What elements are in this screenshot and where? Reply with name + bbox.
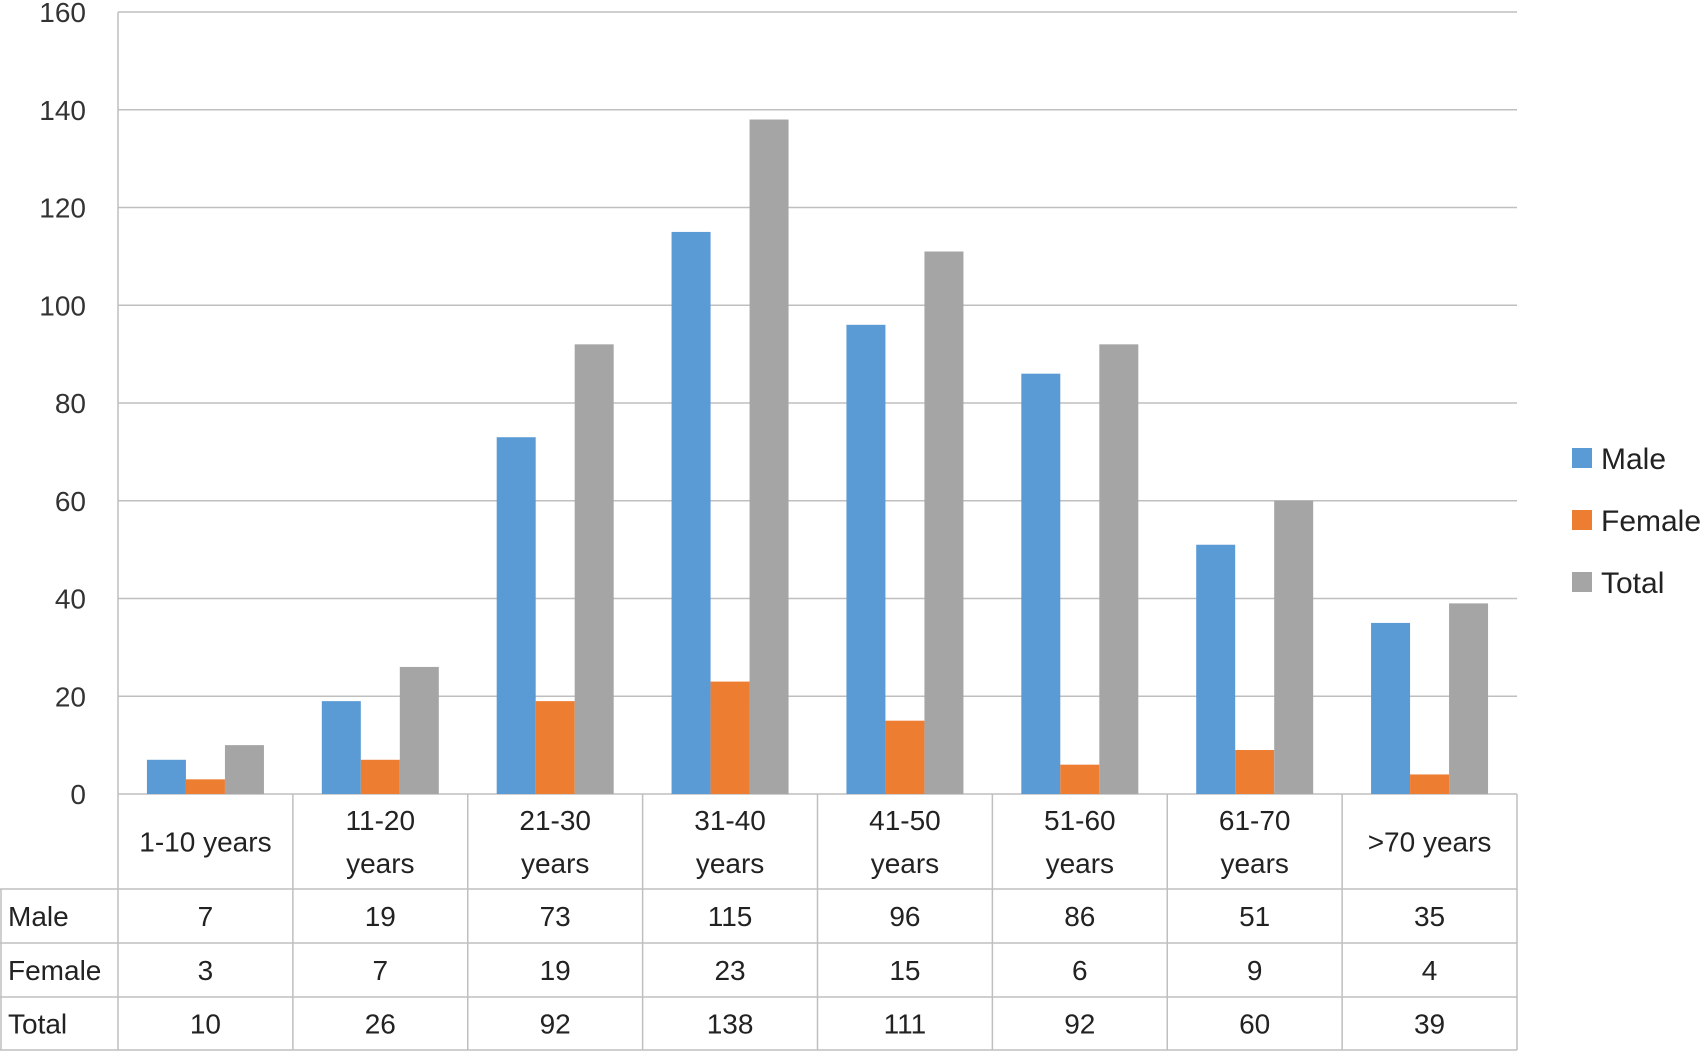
table-cell-value: 23 [714,955,745,986]
bar-male [321,701,361,794]
bar-male [496,437,536,794]
data-table: 1-10 years 11-20 years 21-30 years 31-40 years… [0,794,1518,1051]
bars [146,119,1489,795]
table-cell-value: 9 [1247,955,1263,986]
bar-male [1196,544,1236,794]
category-label: >70 years [1368,827,1492,858]
table-cell-value: 26 [365,1009,396,1040]
table-cell-value: 6 [1072,955,1088,986]
table-cell-value: 35 [1414,901,1445,932]
bar-male [1371,622,1411,794]
legend-swatch-total [1572,572,1592,592]
table-cell-value: 51 [1239,901,1270,932]
category-label: 61-70 [1219,805,1291,836]
bar-female [1235,750,1275,794]
category-label: 21-30 [519,805,591,836]
y-tick-label: 80 [55,388,86,419]
bar-total [1099,344,1139,794]
y-tick-label: 160 [39,0,86,28]
y-tick-label: 60 [55,486,86,517]
y-axis: 0 20 40 60 80 100 120 140 160 [39,0,119,810]
table-cell-value: 10 [190,1009,221,1040]
bar-female [1410,774,1450,794]
category-label: years [521,848,589,879]
y-tick-label: 100 [39,290,86,321]
table-cell-value: 4 [1422,955,1438,986]
category-label: years [1220,848,1288,879]
table-cell-value: 115 [708,901,753,932]
gridlines [118,11,1517,795]
category-label: years [346,848,414,879]
bar-total [924,251,964,795]
legend-swatch-male [1572,448,1592,468]
category-label: 31-40 [694,805,766,836]
category-label: 41-50 [869,805,941,836]
category-label: years [871,848,939,879]
bar-female [360,759,400,794]
legend-label-male: Male [1601,443,1666,476]
y-tick-label: 0 [70,779,86,810]
category-label: years [1046,848,1114,879]
table-cell-value: 7 [373,955,389,986]
bar-female [710,681,750,794]
table-cell-value: 138 [707,1009,754,1040]
legend-swatch-female [1572,510,1592,530]
legend-label-total: Total [1601,567,1664,600]
bar-total [399,666,439,794]
category-label: 11-20 [346,805,416,836]
table-cell-value: 96 [889,901,920,932]
table-cell-value: 111 [884,1009,927,1040]
table-cell-value: 3 [198,955,214,986]
row-header-male: Male [8,901,69,932]
table-cell-value: 7 [198,901,214,932]
legend-label-female: Female [1601,505,1701,538]
bar-male [146,759,186,794]
bar-male [671,231,711,794]
bar-male [846,324,886,794]
row-header-female: Female [8,955,101,986]
bar-total [1274,500,1314,794]
bar-female [885,720,925,794]
bar-female [185,779,225,794]
legend: Male Female Total [1572,443,1701,600]
bar-female [535,701,575,794]
category-label: 1-10 years [139,827,271,858]
table-cell-value: 39 [1414,1009,1445,1040]
table-cell-value: 92 [1064,1009,1095,1040]
row-header-total: Total [8,1009,67,1040]
y-tick-label: 140 [39,95,86,126]
category-label: years [696,848,764,879]
table-cell-value: 19 [540,955,571,986]
bar-total [749,119,789,794]
bar-male [1021,373,1061,794]
y-tick-label: 20 [55,681,86,712]
y-tick-label: 40 [55,584,86,615]
table-cell-value: 86 [1064,901,1095,932]
bar-total [224,745,264,794]
y-tick-label: 120 [39,193,86,224]
table-cell-value: 15 [889,955,920,986]
table-cell-value: 92 [540,1009,571,1040]
table-cell-value: 19 [365,901,396,932]
bar-female [1060,764,1100,794]
category-label: 51-60 [1044,805,1116,836]
bar-total [1449,603,1489,794]
table-cell-value: 60 [1239,1009,1270,1040]
bar-total [574,344,614,794]
table-cell-value: 73 [540,901,571,932]
